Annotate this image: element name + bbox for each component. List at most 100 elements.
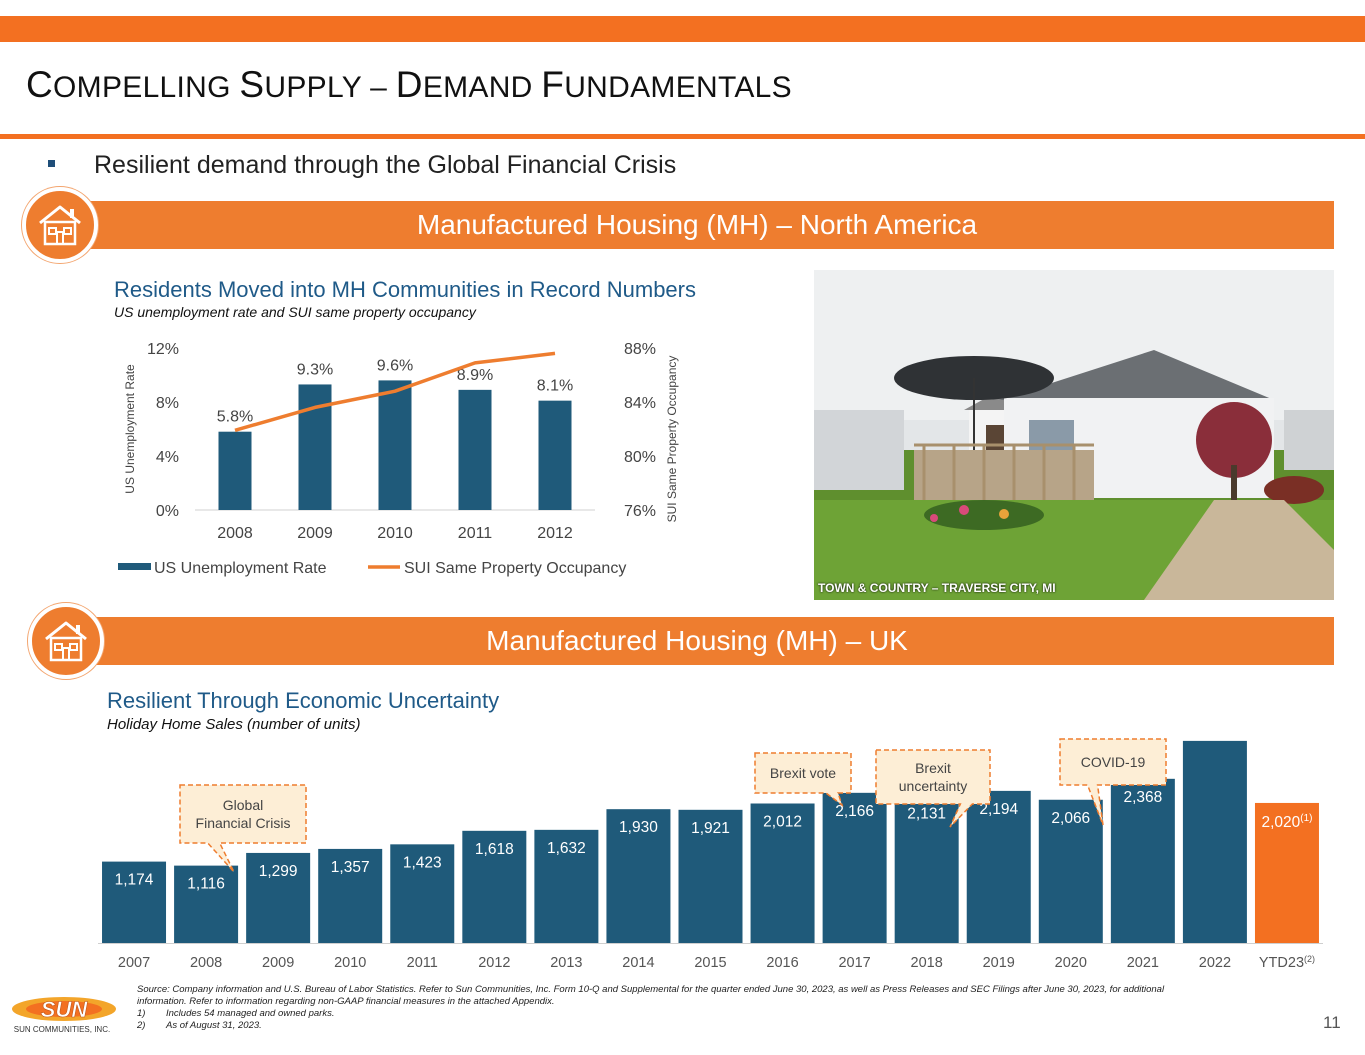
occupancy-line: [234, 351, 556, 433]
x-tick-value: 2011: [407, 955, 438, 971]
bar-data-label: 2,131: [907, 805, 946, 822]
sales-bar: [750, 803, 815, 943]
y-axis-title: US Unemployment Rate: [123, 364, 137, 494]
bar-value: 1,116: [187, 876, 225, 893]
bar-value: 2,066: [1051, 810, 1090, 827]
community-photo: [814, 270, 1334, 600]
bar-data-label: 1,632: [547, 840, 586, 857]
sales-bar: [462, 830, 527, 943]
x-tick-label: 2010: [377, 525, 413, 542]
x-tick-label: 2022: [1199, 955, 1231, 971]
footnote-1: Includes 54 managed and owned parks.: [166, 1008, 335, 1019]
footnote-2: As of August 31, 2023.: [166, 1020, 262, 1031]
callout-text: Brexit vote: [770, 765, 836, 781]
sales-bar: [678, 809, 743, 943]
logo-subtext: SUN COMMUNITIES, INC.: [14, 1025, 110, 1034]
x-tick-label: 2008: [217, 525, 253, 542]
bar-value-footnote: (1): [1300, 813, 1312, 824]
footnote-2-number: 2): [137, 1020, 146, 1031]
x-tick-value: 2009: [262, 955, 294, 971]
bar-value: 1,618: [475, 841, 514, 858]
sales-bar: [102, 861, 167, 943]
bar-data-label: 1,116: [187, 876, 225, 893]
x-tick-value: 2010: [334, 955, 366, 971]
callout-text: Global: [223, 797, 263, 813]
title-word-rest: OMPELLING: [53, 71, 240, 104]
x-tick-value: 2008: [190, 955, 222, 971]
x-tick-label: 2009: [262, 955, 294, 971]
x-tick-label: 2009: [297, 525, 333, 542]
sales-bar: [1110, 778, 1175, 943]
x-tick-label: YTD23(2): [1259, 954, 1315, 971]
x-tick-label: 2013: [550, 955, 582, 971]
x-tick-value: 2018: [911, 955, 943, 971]
community-photo-illustration: [814, 270, 1334, 600]
x-tick-label: 2010: [334, 955, 366, 971]
na-unemployment-occupancy-chart: 0% 4% 8% 12% 76% 80% 84% 88% US Unemployment Rat…: [118, 341, 679, 577]
callout-bubble: [875, 749, 991, 828]
x-tick-label: 2007: [118, 955, 150, 971]
x-tick-value: 2014: [622, 955, 654, 971]
x-tick-value: 2007: [118, 955, 150, 971]
bar-value: 1,632: [547, 840, 586, 857]
legend-label-occupancy: SUI Same Property Occupancy: [404, 560, 626, 577]
x-tick-label: 2011: [407, 955, 438, 971]
bar-data-label: 1,930: [619, 819, 658, 836]
x-tick-label: 2016: [766, 955, 798, 971]
bar-data-label: 2,166: [835, 803, 874, 820]
legend-label-unemployment: US Unemployment Rate: [154, 560, 327, 577]
bullet-text: Resilient demand through the Global Fina…: [94, 151, 677, 179]
bar-data-label: 8.1%: [537, 378, 573, 395]
callout-text: COVID-19: [1081, 754, 1146, 770]
x-tick-label: 2012: [478, 955, 510, 971]
x-tick-value: YTD23: [1259, 955, 1304, 971]
x-tick-label: 2011: [458, 525, 493, 542]
x-tick-value: 2020: [1055, 955, 1087, 971]
y2-tick-label: 88%: [624, 341, 656, 358]
bar-data-label: 5.8%: [217, 409, 253, 426]
sales-bar: [966, 790, 1031, 943]
y2-axis-title: SUI Same Property Occupancy: [665, 356, 679, 523]
x-tick-value: 2019: [983, 955, 1015, 971]
x-tick-label: 2019: [983, 955, 1015, 971]
sales-bar: [246, 852, 311, 943]
x-tick-label: 2008: [190, 955, 222, 971]
section-band-north-america: Manufactured Housing (MH) – North Americ…: [60, 201, 1334, 249]
bar-value: 2,012: [763, 814, 802, 831]
bar-value: 2,020: [1261, 814, 1300, 831]
sales-bar: [534, 829, 599, 943]
bar-data-label: 1,357: [331, 859, 370, 876]
x-tick-label: 2012: [537, 525, 573, 542]
y2-tick-label: 84%: [624, 395, 656, 412]
house-icon-graphic: [45, 621, 87, 662]
uk-section-subtitle: Holiday Home Sales (number of units): [107, 716, 361, 733]
na-section-title: Residents Moved into MH Communities in R…: [114, 277, 696, 302]
x-tick-label: 2018: [911, 955, 943, 971]
bar-data-label: 9.6%: [377, 357, 413, 374]
y-tick-label: 12%: [147, 341, 179, 358]
bar-value: 2,166: [835, 803, 874, 820]
x-tick-value: 2015: [694, 955, 726, 971]
x-tick-value: 2017: [838, 955, 870, 971]
unemployment-bar: [218, 431, 252, 510]
section-band-label: Manufactured Housing (MH) – UK: [486, 625, 908, 656]
x-tick-value: 2016: [766, 955, 798, 971]
x-tick-value: 2013: [550, 955, 582, 971]
event-callout: Brexit uncertainty: [875, 749, 991, 828]
photo-caption: TOWN & COUNTRY – TRAVERSE CITY, MI: [818, 581, 1056, 595]
sales-bar: [318, 848, 383, 943]
bar-value: 2,194: [979, 801, 1018, 818]
callout-text: uncertainty: [899, 778, 967, 794]
sales-bar: [822, 792, 887, 943]
legend-swatch-bar: [118, 563, 151, 570]
section-band-uk: Manufactured Housing (MH) – UK: [60, 617, 1334, 665]
bar-data-label: 1,921: [691, 820, 730, 837]
bar-data-label: 2,368: [1123, 789, 1162, 806]
house-icon: [22, 187, 98, 263]
title-capital-letter: F: [541, 64, 565, 105]
x-tick-label: 2014: [622, 955, 654, 971]
sun-communities-logo: SUN SUN COMMUNITIES, INC.: [12, 997, 116, 1034]
unemployment-bar: [458, 389, 492, 510]
bar-data-label: 1,299: [259, 863, 298, 880]
title-capital-letter: D: [395, 64, 423, 105]
